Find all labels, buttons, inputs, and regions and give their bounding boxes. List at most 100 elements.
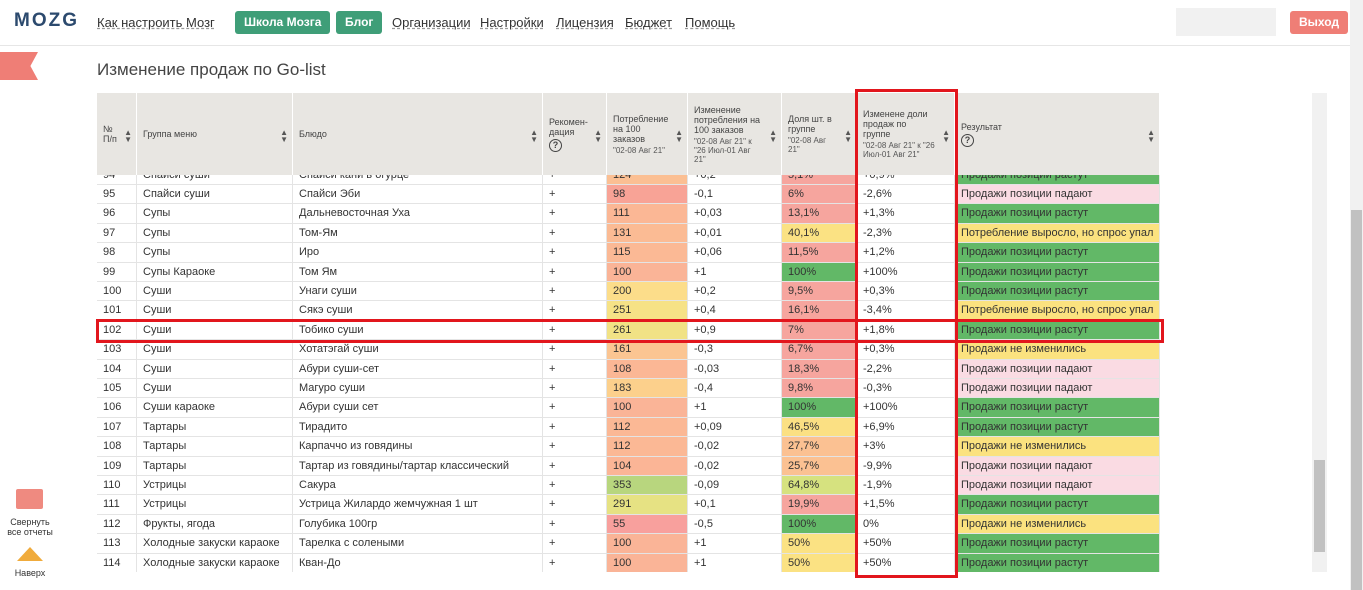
table-cell: Продажи не изменились xyxy=(955,437,1160,457)
table-cell: Магуро суши xyxy=(293,379,543,399)
column-header[interactable]: Изменене доли продаж по группе "02-08 Авг… xyxy=(857,93,955,175)
column-header[interactable]: Группа меню ▲ ▼ xyxy=(137,93,293,175)
table-cell: 100 xyxy=(97,282,137,302)
table-cell: -9,9% xyxy=(857,456,955,476)
sort-icon: ▲ ▼ xyxy=(124,128,132,144)
table-cell: -2,3% xyxy=(857,223,955,244)
table-cell: Абури суши сет xyxy=(293,398,543,418)
table-cell: + xyxy=(543,379,607,399)
table-cell: Продажи не изменились xyxy=(955,514,1160,535)
table-cell: Продажи позиции падают xyxy=(955,359,1160,379)
nav-link[interactable]: Помощь xyxy=(685,15,736,30)
table-cell: Холодные закуски караоке xyxy=(137,553,293,572)
side-tag[interactable] xyxy=(0,52,38,80)
table-cell: + xyxy=(543,417,607,438)
table-cell: -0,4 xyxy=(688,379,782,399)
table-cell: Тобико суши xyxy=(293,320,543,341)
table-cell: + xyxy=(543,340,607,360)
column-header[interactable]: Доля шт. в группе "02-08 Авг 21" ▲ ▼ xyxy=(782,93,857,175)
table-cell: Продажи позиции растут xyxy=(955,204,1160,224)
table-cell: +0,1 xyxy=(688,495,782,515)
table-cell: + xyxy=(543,476,607,496)
nav-button[interactable]: Блог xyxy=(336,11,383,34)
table-cell: 200 xyxy=(607,282,688,302)
logo[interactable]: MOZG xyxy=(14,10,79,31)
table-cell: +0,4 xyxy=(688,301,782,321)
table-cell: Супы xyxy=(137,223,293,244)
table-cell: +100% xyxy=(857,262,955,282)
table-cell: 40,1% xyxy=(782,223,857,244)
table-cell: 9,8% xyxy=(782,379,857,399)
header-label: Изменене доли продаж по группе xyxy=(863,109,928,139)
table-cell: Продажи позиции падают xyxy=(955,456,1160,476)
table-cell: 6,7% xyxy=(782,340,857,360)
table-cell: +1,5% xyxy=(857,495,955,515)
table-cell: 55 xyxy=(607,514,688,535)
table-cell: +3% xyxy=(857,437,955,457)
table-cell: + xyxy=(543,175,607,185)
nav-link[interactable]: Настройки xyxy=(480,15,544,30)
nav-link[interactable]: Бюджет xyxy=(625,15,673,30)
header-sub: "02-08 Авг 21" к "26 Июл-01 Авг 21" xyxy=(863,141,935,159)
nav-link[interactable]: Как настроить Мозг xyxy=(97,15,215,30)
table-cell: +0,01 xyxy=(688,223,782,244)
table-cell: -0,3 xyxy=(688,340,782,360)
table-cell: Продажи позиции падают xyxy=(955,185,1160,205)
table-cell: 131 xyxy=(607,223,688,244)
nav-button[interactable]: Школа Мозга xyxy=(235,11,331,34)
logout-button[interactable]: Выход xyxy=(1290,11,1349,34)
page-title: Изменение продаж по Go-list xyxy=(97,60,326,79)
table-cell: -0,02 xyxy=(688,456,782,476)
table-cell: 95 xyxy=(97,185,137,205)
column-header[interactable]: № П/п ▲ ▼ xyxy=(97,93,137,175)
table-cell: +0,09 xyxy=(688,417,782,438)
table-cell: + xyxy=(543,456,607,476)
table-cell: 111 xyxy=(97,495,137,515)
table-cell: Спайси суши xyxy=(137,175,293,185)
table-cell: Суши xyxy=(137,340,293,360)
table-cell: 13,1% xyxy=(782,204,857,224)
user-box xyxy=(1176,8,1276,36)
table-cell: Продажи позиции растут xyxy=(955,320,1160,341)
table-cell: +1 xyxy=(688,398,782,418)
column-header[interactable]: Потребление на 100 заказов "02-08 Авг 21"… xyxy=(607,93,688,175)
column-header[interactable]: Изменение потребления на 100 заказов "02-… xyxy=(688,93,782,175)
column-header[interactable]: Результат? ▲ ▼ xyxy=(955,93,1160,175)
table-cell: 5,1% xyxy=(782,175,857,185)
table-cell: + xyxy=(543,320,607,341)
page-scrollbar[interactable] xyxy=(1350,0,1363,590)
table-cell: 114 xyxy=(97,553,137,572)
collapse-icon[interactable] xyxy=(16,489,43,509)
table-cell: 251 xyxy=(607,301,688,321)
column-header[interactable]: Рекомен-дация? ▲ ▼ xyxy=(543,93,607,175)
table-cell: -0,02 xyxy=(688,437,782,457)
table-cell: 261 xyxy=(607,320,688,341)
table-scrollbar[interactable] xyxy=(1312,93,1327,572)
table-cell: Устрица Жилардо жемчужная 1 шт xyxy=(293,495,543,515)
column-header[interactable]: Блюдо ▲ ▼ xyxy=(293,93,543,175)
nav-link[interactable]: Лицензия xyxy=(556,15,614,30)
table-cell: 64,8% xyxy=(782,476,857,496)
table-cell: +1,3% xyxy=(857,204,955,224)
table-cell: Тартар из говядины/тартар классический xyxy=(293,456,543,476)
nav-link[interactable]: Организации xyxy=(392,15,471,30)
header-sub: "02-08 Авг 21" xyxy=(788,136,827,154)
highlight-row xyxy=(96,319,1164,343)
table-cell: 50% xyxy=(782,534,857,554)
table-cell: 9,5% xyxy=(782,282,857,302)
table-cell: +0,06 xyxy=(688,243,782,263)
table-cell: Холодные закуски караоке xyxy=(137,534,293,554)
header-label: Доля шт. в группе xyxy=(788,114,832,134)
collapse-label[interactable]: Свернуть все отчеты xyxy=(7,517,53,537)
table-cell: Суши xyxy=(137,282,293,302)
sort-icon: ▲ ▼ xyxy=(530,128,538,144)
table-cell: 96 xyxy=(97,204,137,224)
table-cell: Супы Караоке xyxy=(137,262,293,282)
table-cell: Абури суши-сет xyxy=(293,359,543,379)
top-label[interactable]: Наверх xyxy=(14,568,46,578)
table-cell: +1 xyxy=(688,553,782,572)
table-cell: -2,6% xyxy=(857,185,955,205)
table-cell: 99 xyxy=(97,262,137,282)
top-icon[interactable] xyxy=(17,547,43,561)
table-cell: Тартары xyxy=(137,456,293,476)
